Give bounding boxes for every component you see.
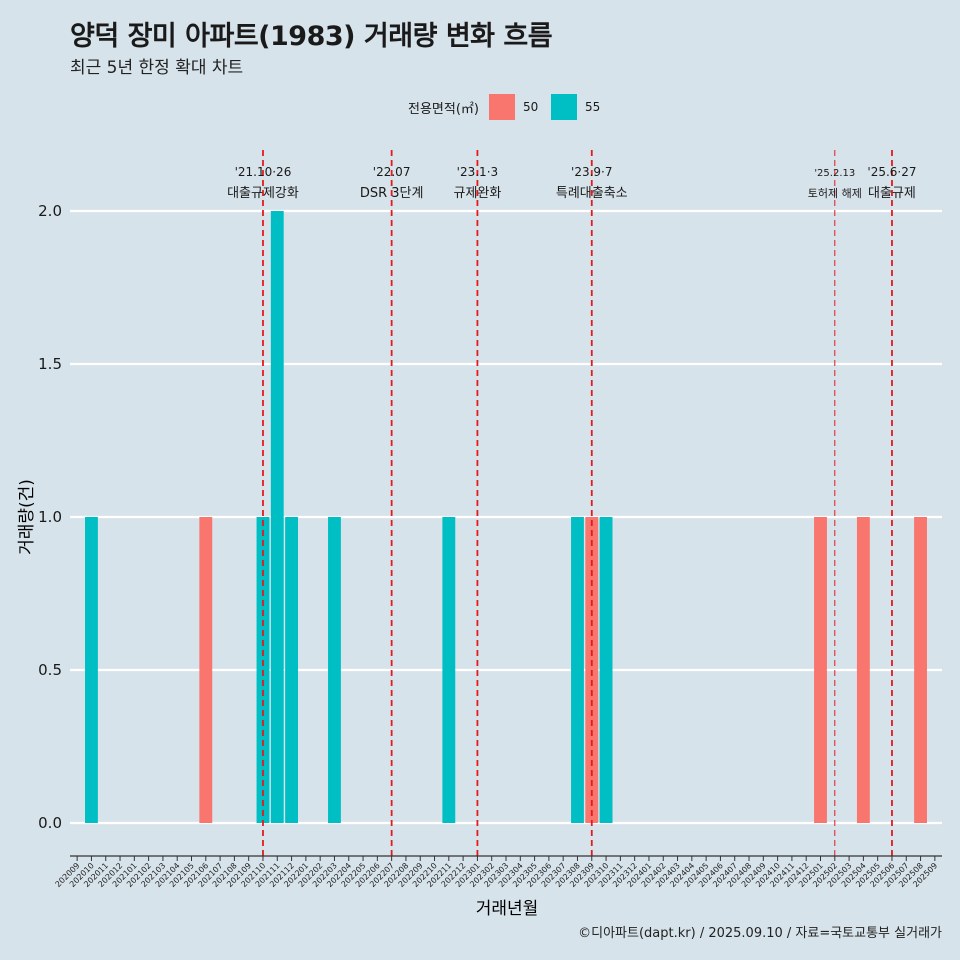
chart-subtitle: 최근 5년 한정 확대 차트	[70, 58, 244, 78]
annotation-date: '23.1·3	[457, 165, 498, 179]
annotation-label: 규제완화	[453, 186, 501, 201]
bar-55-202111	[270, 211, 284, 823]
y-tick-label: 0.0	[38, 814, 62, 832]
annotation-date: '22.07	[373, 165, 411, 179]
annotation-date: '21.10·26	[235, 165, 292, 179]
bars	[85, 211, 927, 823]
legend-title: 전용면적(㎡)	[408, 101, 479, 117]
bar-55-202308	[571, 517, 584, 823]
axes: 0.00.51.01.52.02020092020102020112020122…	[38, 202, 942, 889]
annotation-date: '25.2.13	[814, 168, 855, 179]
annotation-label: 대출규제	[868, 186, 916, 201]
annotation-date: '25.6·27	[867, 165, 916, 179]
source-caption: ©디아파트(dapt.kr) / 2025.09.10 / 자료=국토교통부 실…	[578, 926, 942, 941]
legend-swatch-55	[550, 94, 577, 120]
bar-50-202501	[814, 517, 827, 823]
annotation-label: 특례대출축소	[556, 186, 628, 201]
y-axis-label: 거래량(건)	[17, 479, 37, 555]
y-tick-label: 0.5	[38, 661, 62, 679]
annotation-label: 대출규제강화	[227, 186, 299, 201]
y-tick-label: 1.5	[38, 355, 62, 373]
y-tick-label: 1.0	[38, 508, 62, 526]
x-axis-label: 거래년월	[476, 899, 539, 919]
bar-50-202508	[914, 517, 927, 823]
bar-55-202310	[599, 517, 613, 823]
bar-55-202010	[85, 517, 98, 823]
bar-55-202112	[285, 517, 299, 823]
legend-swatch-50	[488, 94, 515, 120]
y-tick-label: 2.0	[38, 202, 62, 220]
policy-lines	[262, 150, 893, 856]
legend-label-55: 55	[584, 100, 601, 114]
bar-50-202106	[199, 517, 213, 823]
bar-55-202211	[442, 517, 456, 823]
legend-key-55: 55	[550, 94, 607, 120]
annotation-label: DSR 3단계	[360, 186, 424, 201]
policy-annotations: '21.10·26 대출규제강화 '22.07 DSR 3단계 '23.1·3 규제완화 '…	[227, 165, 916, 201]
bar-55-202203	[328, 517, 341, 823]
legend: 전용면적(㎡) 50 55	[408, 93, 613, 121]
annotation-date: '23.9·7	[571, 165, 612, 179]
legend-key-50: 50	[488, 94, 545, 120]
chart-title: 양덕 장미 아파트(1983) 거래량 변화 흐름	[70, 21, 553, 52]
gridlines	[70, 209, 942, 825]
bar-50-202504	[856, 517, 870, 823]
annotation-label: 토허제 해제	[808, 186, 862, 200]
legend-label-50: 50	[522, 100, 539, 114]
